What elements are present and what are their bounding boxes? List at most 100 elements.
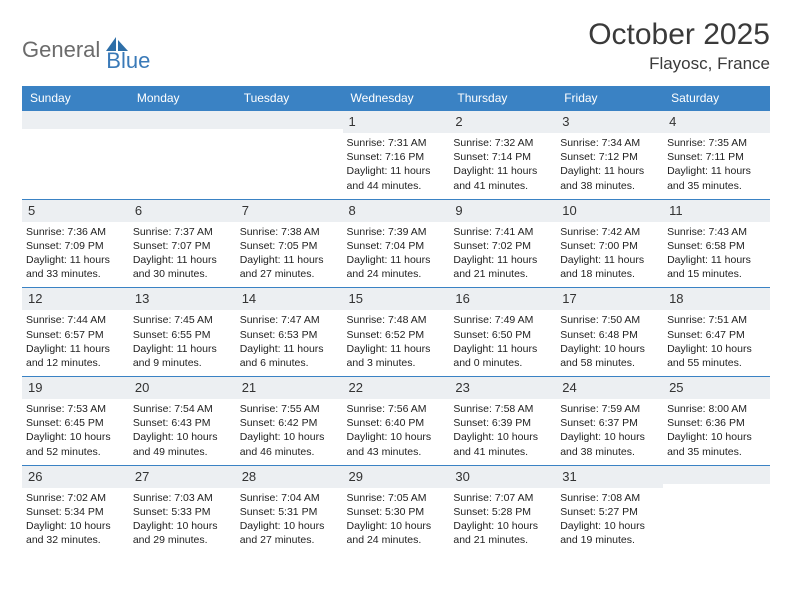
day-cell: 26 Sunrise: 7:02 AMSunset: 5:34 PMDayligh… — [22, 465, 129, 553]
calendar-table: SundayMondayTuesdayWednesdayThursdayFrid… — [22, 86, 770, 553]
day-number: 6 — [135, 203, 142, 218]
day-cell: 14 Sunrise: 7:47 AMSunset: 6:53 PMDayligh… — [236, 288, 343, 377]
day-number: 8 — [349, 203, 356, 218]
day-number: 11 — [669, 203, 683, 218]
day-number: 7 — [242, 203, 249, 218]
day-cell: 20Sunrise: 7:54 AMSunset: 6:43 PMDayligh… — [129, 377, 236, 466]
header: General Blue October 2025 Flayosc, Franc… — [22, 18, 770, 74]
weekday-header: Wednesday — [343, 86, 450, 111]
day-cell: 2 Sunrise: 7:32 AMSunset: 7:14 PMDaylight… — [449, 111, 556, 200]
day-cell: 11Sunrise: 7:43 AMSunset: 6:58 PMDayligh… — [663, 199, 770, 288]
logo-text-general: General — [22, 37, 100, 63]
day-info: Sunrise: 7:47 AMSunset: 6:53 PMDaylight:… — [240, 313, 339, 370]
weekday-header: Thursday — [449, 86, 556, 111]
day-info: Sunrise: 7:48 AMSunset: 6:52 PMDaylight:… — [347, 313, 446, 370]
day-info: Sunrise: 7:49 AMSunset: 6:50 PMDaylight:… — [453, 313, 552, 370]
day-number: 25 — [669, 380, 683, 395]
day-cell: 22 Sunrise: 7:56 AMSunset: 6:40 PMDayligh… — [343, 377, 450, 466]
day-number: 30 — [455, 469, 469, 484]
empty-cell — [236, 111, 343, 200]
day-number: 12 — [28, 291, 42, 306]
day-info: Sunrise: 7:32 AMSunset: 7:14 PMDaylight:… — [453, 136, 552, 193]
day-cell: 15 Sunrise: 7:48 AMSunset: 6:52 PMDayligh… — [343, 288, 450, 377]
location: Flayosc, France — [588, 54, 770, 74]
day-info: Sunrise: 7:55 AMSunset: 6:42 PMDaylight:… — [240, 402, 339, 459]
day-info: Sunrise: 7:34 AMSunset: 7:12 PMDaylight:… — [560, 136, 659, 193]
day-number: 14 — [242, 291, 256, 306]
logo: General Blue — [22, 26, 150, 74]
day-number: 31 — [562, 469, 576, 484]
day-cell: 5 Sunrise: 7:36 AMSunset: 7:09 PMDaylight… — [22, 199, 129, 288]
weekday-header-row: SundayMondayTuesdayWednesdayThursdayFrid… — [22, 86, 770, 111]
empty-cell — [22, 111, 129, 200]
day-cell: 6 Sunrise: 7:37 AMSunset: 7:07 PMDaylight… — [129, 199, 236, 288]
day-number: 3 — [562, 114, 569, 129]
day-number: 2 — [455, 114, 462, 129]
day-info: Sunrise: 7:38 AMSunset: 7:05 PMDaylight:… — [240, 225, 339, 282]
day-number: 5 — [28, 203, 35, 218]
day-number: 9 — [455, 203, 462, 218]
day-number: 26 — [28, 469, 42, 484]
day-number: 1 — [349, 114, 356, 129]
day-cell: 25 Sunrise: 8:00 AMSunset: 6:36 PMDayligh… — [663, 377, 770, 466]
day-number: 28 — [242, 469, 256, 484]
day-info: Sunrise: 7:04 AMSunset: 5:31 PMDaylight:… — [240, 491, 339, 548]
day-number: 29 — [349, 469, 363, 484]
day-number: 10 — [562, 203, 576, 218]
day-cell: 7 Sunrise: 7:38 AMSunset: 7:05 PMDaylight… — [236, 199, 343, 288]
day-info: Sunrise: 7:44 AMSunset: 6:57 PMDaylight:… — [26, 313, 125, 370]
day-cell: 30 Sunrise: 7:07 AMSunset: 5:28 PMDayligh… — [449, 465, 556, 553]
day-info: Sunrise: 7:03 AMSunset: 5:33 PMDaylight:… — [133, 491, 232, 548]
day-info: Sunrise: 7:42 AMSunset: 7:00 PMDaylight:… — [560, 225, 659, 282]
weekday-header: Tuesday — [236, 86, 343, 111]
weekday-header: Sunday — [22, 86, 129, 111]
day-cell: 28 Sunrise: 7:04 AMSunset: 5:31 PMDayligh… — [236, 465, 343, 553]
day-info: Sunrise: 7:39 AMSunset: 7:04 PMDaylight:… — [347, 225, 446, 282]
day-cell: 4Sunrise: 7:35 AMSunset: 7:11 PMDaylight… — [663, 111, 770, 200]
day-number: 19 — [28, 380, 42, 395]
day-cell: 3 Sunrise: 7:34 AMSunset: 7:12 PMDaylight… — [556, 111, 663, 200]
empty-cell — [129, 111, 236, 200]
title-block: October 2025 Flayosc, France — [588, 18, 770, 74]
day-cell: 18Sunrise: 7:51 AMSunset: 6:47 PMDayligh… — [663, 288, 770, 377]
day-number: 21 — [242, 380, 256, 395]
day-cell: 16 Sunrise: 7:49 AMSunset: 6:50 PMDayligh… — [449, 288, 556, 377]
day-info: Sunrise: 8:00 AMSunset: 6:36 PMDaylight:… — [667, 402, 766, 459]
day-info: Sunrise: 7:31 AMSunset: 7:16 PMDaylight:… — [347, 136, 446, 193]
day-number: 23 — [455, 380, 469, 395]
day-cell: 19Sunrise: 7:53 AMSunset: 6:45 PMDayligh… — [22, 377, 129, 466]
day-number: 15 — [349, 291, 363, 306]
day-cell: 23 Sunrise: 7:58 AMSunset: 6:39 PMDayligh… — [449, 377, 556, 466]
day-info: Sunrise: 7:45 AMSunset: 6:55 PMDaylight:… — [133, 313, 232, 370]
day-info: Sunrise: 7:36 AMSunset: 7:09 PMDaylight:… — [26, 225, 125, 282]
day-cell: 12 Sunrise: 7:44 AMSunset: 6:57 PMDayligh… — [22, 288, 129, 377]
day-cell: 27 Sunrise: 7:03 AMSunset: 5:33 PMDayligh… — [129, 465, 236, 553]
day-info: Sunrise: 7:05 AMSunset: 5:30 PMDaylight:… — [347, 491, 446, 548]
day-info: Sunrise: 7:59 AMSunset: 6:37 PMDaylight:… — [560, 402, 659, 459]
day-info: Sunrise: 7:07 AMSunset: 5:28 PMDaylight:… — [453, 491, 552, 548]
day-cell: 10 Sunrise: 7:42 AMSunset: 7:00 PMDayligh… — [556, 199, 663, 288]
day-number: 24 — [562, 380, 576, 395]
day-info: Sunrise: 7:08 AMSunset: 5:27 PMDaylight:… — [560, 491, 659, 548]
weekday-header: Saturday — [663, 86, 770, 111]
day-cell: 17 Sunrise: 7:50 AMSunset: 6:48 PMDayligh… — [556, 288, 663, 377]
day-number: 16 — [455, 291, 469, 306]
day-info: Sunrise: 7:37 AMSunset: 7:07 PMDaylight:… — [133, 225, 232, 282]
day-cell: 9Sunrise: 7:41 AMSunset: 7:02 PMDaylight… — [449, 199, 556, 288]
logo-text-blue: Blue — [106, 48, 150, 74]
day-number: 27 — [135, 469, 149, 484]
day-info: Sunrise: 7:50 AMSunset: 6:48 PMDaylight:… — [560, 313, 659, 370]
day-number: 22 — [349, 380, 363, 395]
day-cell: 13Sunrise: 7:45 AMSunset: 6:55 PMDayligh… — [129, 288, 236, 377]
day-number: 17 — [562, 291, 576, 306]
weekday-header: Friday — [556, 86, 663, 111]
day-info: Sunrise: 7:35 AMSunset: 7:11 PMDaylight:… — [667, 136, 766, 193]
day-cell: 24 Sunrise: 7:59 AMSunset: 6:37 PMDayligh… — [556, 377, 663, 466]
day-number: 20 — [135, 380, 149, 395]
day-info: Sunrise: 7:58 AMSunset: 6:39 PMDaylight:… — [453, 402, 552, 459]
day-cell: 1 Sunrise: 7:31 AMSunset: 7:16 PMDaylight… — [343, 111, 450, 200]
day-info: Sunrise: 7:56 AMSunset: 6:40 PMDaylight:… — [347, 402, 446, 459]
day-cell: 29 Sunrise: 7:05 AMSunset: 5:30 PMDayligh… — [343, 465, 450, 553]
day-info: Sunrise: 7:02 AMSunset: 5:34 PMDaylight:… — [26, 491, 125, 548]
day-cell: 21 Sunrise: 7:55 AMSunset: 6:42 PMDayligh… — [236, 377, 343, 466]
